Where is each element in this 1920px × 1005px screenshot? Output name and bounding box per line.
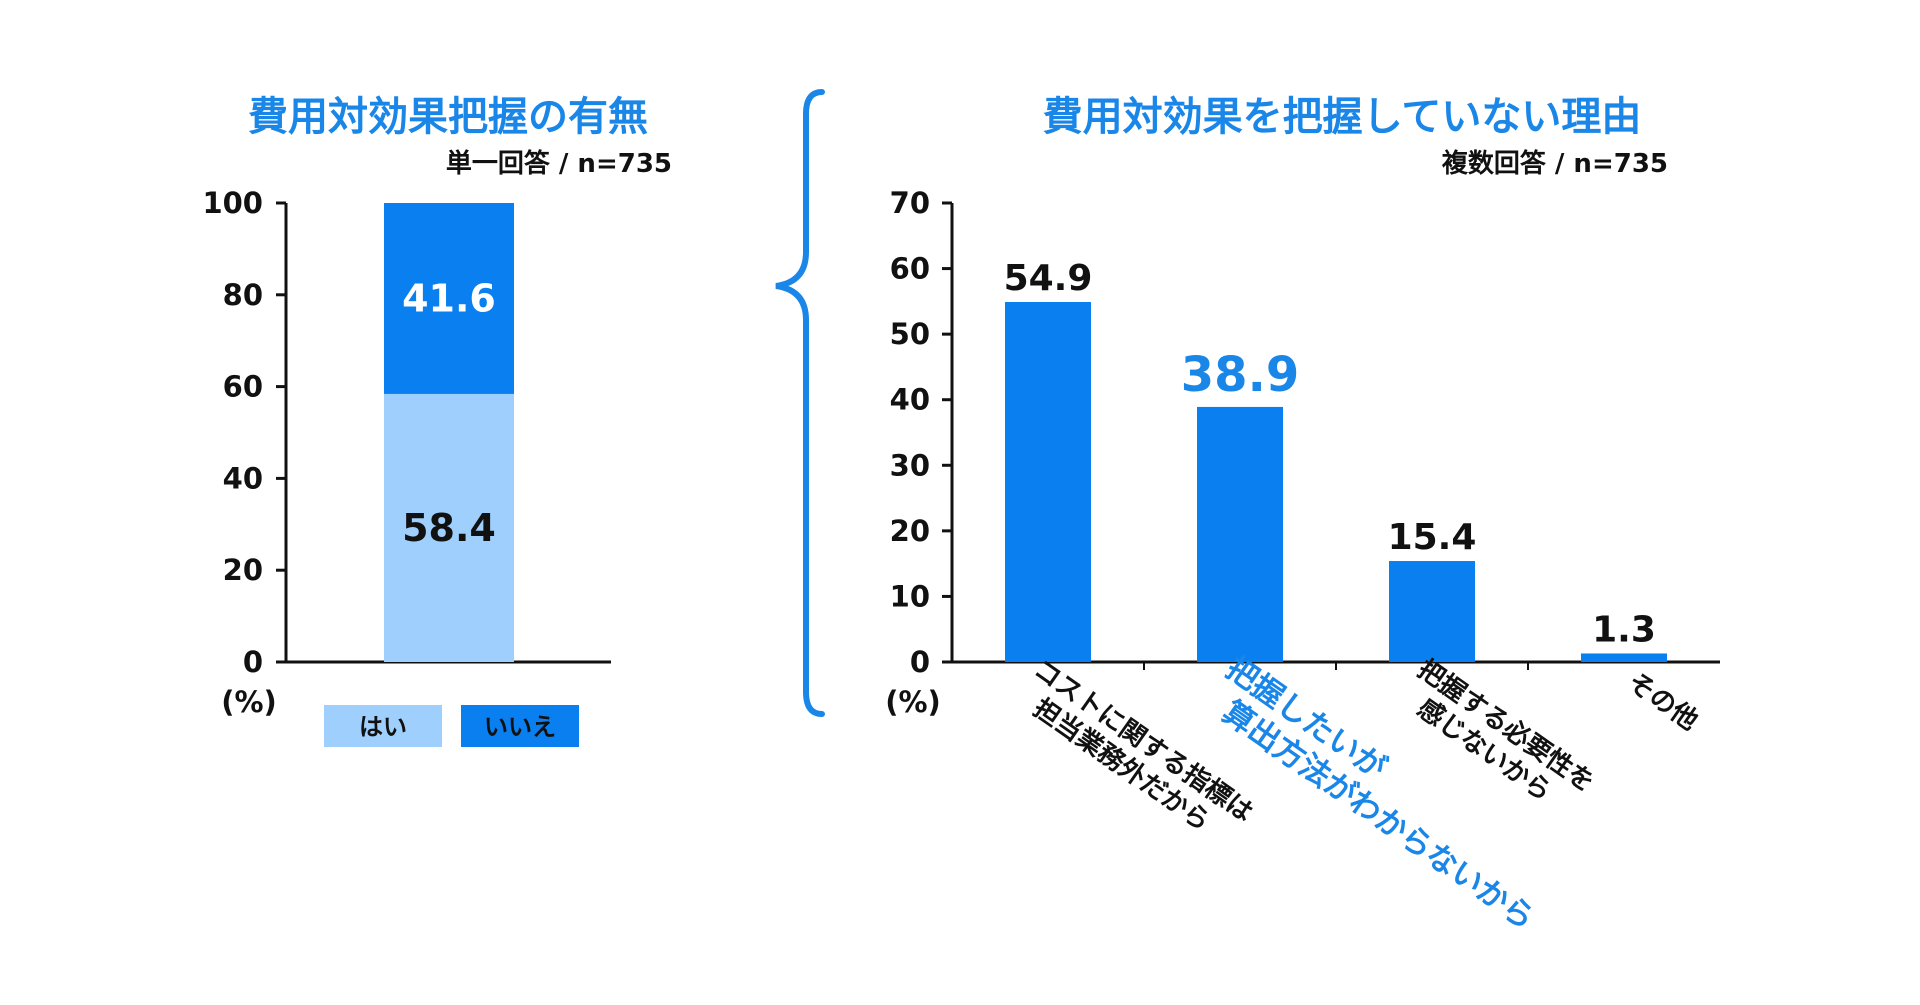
legend-label-yes: はい [359,713,407,741]
left-y-unit-label: (%) [221,685,277,719]
right-category-label-line: その他 [1622,667,1703,736]
left-bar-value-label: 41.6 [402,276,496,320]
right-y-tick-label: 40 [890,383,930,417]
right-y-tick-label: 30 [890,448,930,482]
right-chart-title: 費用対効果を把握していない理由 [1043,94,1642,140]
legend-swatch-no [461,705,579,747]
left-chart-title: 費用対効果把握の有無 [248,94,648,140]
right-y-tick-label: 60 [890,252,930,286]
right-y-tick-label: 70 [890,186,930,220]
right-chart-subtitle: 複数回答 / n=735 [1442,148,1668,179]
right-bar-value-label: 54.9 [1004,258,1093,299]
right-bar-value-label: 1.3 [1592,609,1656,650]
left-y-tick-label: 40 [223,461,263,495]
right-y-tick-label: 20 [890,514,930,548]
left-y-tick-label: 60 [223,370,263,404]
left-y-tick-label: 0 [243,645,263,679]
right-bar-group: 54.9 38.9 15.4 1.3 [1004,258,1667,662]
left-bar-segment-no [384,203,514,394]
left-bar-group: 58.4 41.6 [384,203,514,662]
right-y-unit-label: (%) [885,685,941,719]
right-y-tick-label: 0 [910,645,930,679]
right-bar [1581,653,1667,662]
right-x-axis-ticks [1143,662,1529,670]
left-y-tick-label: 80 [223,278,263,312]
right-y-tick-label: 10 [890,579,930,613]
right-bar [1197,406,1283,662]
right-bar [1389,561,1475,662]
left-bar-value-label: 58.4 [402,506,496,550]
right-bar [1005,302,1091,662]
left-y-tick-label: 100 [202,186,263,220]
legend-label-no: いいえ [484,713,556,741]
right-y-tick-label: 50 [890,317,930,351]
legend-swatch-yes [324,705,442,747]
left-y-axis: 0 20 40 60 80 100 [202,186,288,679]
right-category-label: その他 [1622,667,1703,736]
legend: はい いいえ [324,705,579,747]
left-bar-segment-yes [384,393,514,662]
right-y-axis: 0 10 20 30 40 50 60 70 [890,186,954,679]
right-bar-value-label: 15.4 [1388,517,1477,558]
right-bar-value-label-highlight: 38.9 [1181,347,1299,403]
curly-brace-icon [775,89,825,717]
left-chart-subtitle: 単一回答 / n=735 [446,148,672,179]
left-y-tick-label: 20 [223,553,263,587]
